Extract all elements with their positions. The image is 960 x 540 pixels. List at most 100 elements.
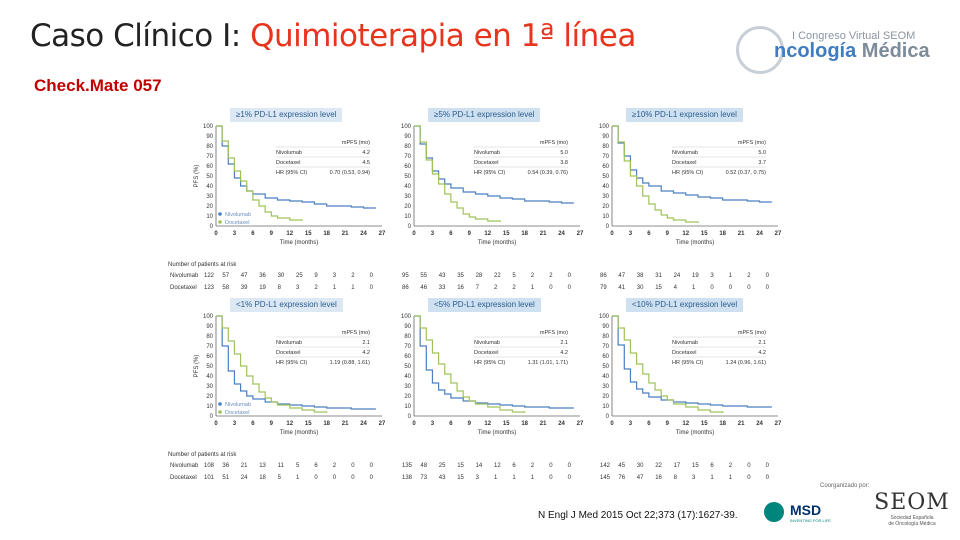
risk-cell: 4 (673, 285, 677, 291)
x-tick-label: 18 (521, 231, 528, 237)
y-tick-label: 90 (404, 324, 411, 330)
stats-table-cell: Nivolumab (474, 150, 500, 156)
x-tick-label: 24 (756, 421, 763, 427)
risk-cell: 2 (512, 285, 516, 291)
risk-cell: 135 (402, 463, 413, 469)
x-tick-label: 0 (214, 421, 218, 427)
risk-cell: 0 (567, 285, 571, 291)
risk-cell: 101 (204, 475, 215, 481)
stats-table-value: mPFS (mo) (540, 140, 568, 146)
risk-cell: 95 (402, 273, 409, 279)
x-tick-label: 21 (540, 421, 547, 427)
stats-table-cell: HR (95% CI) (672, 170, 703, 176)
stats-table-value: 4.2 (758, 350, 766, 356)
stats-table-cell: HR (95% CI) (672, 360, 703, 366)
x-axis-label: Time (months) (478, 240, 516, 246)
stats-table-value: mPFS (mo) (738, 330, 766, 336)
y-tick-label: 30 (206, 194, 213, 200)
risk-cell: 0 (314, 475, 318, 481)
y-tick-label: 30 (602, 194, 609, 200)
risk-cell: 15 (457, 463, 464, 469)
risk-cell: 3 (332, 273, 337, 279)
risk-cell: 11 (277, 463, 284, 469)
msd-subtext: INVENTING FOR LIFE (790, 518, 831, 523)
risk-cell: 2 (747, 273, 751, 279)
risk-cell: 13 (259, 463, 266, 469)
congress-logo: I Congreso Virtual SEOM ncología Médica (726, 18, 948, 78)
x-tick-label: 27 (577, 231, 584, 237)
x-tick-label: 6 (647, 231, 651, 237)
risk-cell: 0 (369, 463, 373, 469)
x-tick-label: 27 (379, 231, 386, 237)
risk-cell: 58 (222, 285, 230, 291)
risk-cell: 43 (438, 475, 446, 481)
x-tick-label: 12 (682, 421, 689, 427)
y-tick-label: 70 (602, 344, 609, 350)
stats-table-value: 5.0 (560, 150, 568, 156)
risk-cell: 8 (673, 475, 677, 481)
risk-cell: 145 (600, 475, 611, 481)
logo-ring-icon (736, 26, 784, 74)
y-tick-label: 10 (206, 404, 213, 410)
y-tick-label: 30 (602, 384, 609, 390)
risk-cell: 6 (710, 463, 714, 469)
risk-cell: 0 (549, 475, 553, 481)
y-tick-label: 0 (210, 414, 214, 420)
risk-cell: 0 (369, 475, 373, 481)
stats-table-cell: Docetaxel (672, 350, 696, 356)
x-tick-label: 9 (666, 231, 670, 237)
y-tick-label: 100 (203, 314, 214, 320)
risk-cell: 0 (332, 475, 337, 481)
y-tick-label: 0 (606, 414, 610, 420)
risk-cell: 2 (351, 273, 355, 279)
x-tick-label: 9 (270, 231, 274, 237)
y-tick-label: 80 (206, 334, 213, 340)
stats-table-value: mPFS (mo) (540, 330, 568, 336)
risk-cell: 73 (420, 475, 428, 481)
stats-table-cell: Docetaxel (474, 160, 498, 166)
chart-panel-3: ≥10% PD-L1 expression level 0 10 20 30 40 50 60… (586, 108, 786, 278)
risk-cell: 51 (222, 475, 230, 481)
stats-table-value: 3.7 (758, 160, 766, 166)
x-tick-label: 15 (503, 231, 510, 237)
risk-cell: 2 (728, 463, 733, 469)
risk-cell: 15 (692, 463, 699, 469)
chart-panel-2: ≥5% PD-L1 expression level 0 10 20 30 40 50 60 7… (388, 108, 588, 278)
risk-cell: 0 (549, 285, 553, 291)
y-tick-label: 60 (602, 164, 609, 170)
risk-cell: 18 (259, 475, 266, 481)
risk-cell: 31 (655, 273, 662, 279)
x-axis-label: Time (months) (280, 240, 318, 246)
stats-table-value: mPFS (mo) (342, 330, 370, 336)
y-tick-label: 10 (206, 214, 213, 220)
km-curve-nivolumab (612, 125, 772, 203)
risk-cell: 0 (765, 285, 769, 291)
risk-cell: 1 (296, 475, 300, 481)
risk-cell: 19 (259, 285, 266, 291)
risk-cell: 138 (402, 475, 413, 481)
y-tick-label: 70 (404, 344, 411, 350)
y-tick-label: 40 (206, 374, 213, 380)
risk-cell: 0 (747, 475, 751, 481)
logo-line2-a: ncología (774, 40, 857, 62)
stats-table-bg (472, 326, 568, 370)
y-tick-label: 40 (602, 374, 609, 380)
msd-text: MSD (790, 502, 822, 518)
x-tick-label: 12 (484, 231, 491, 237)
stats-table-value: 1.24 (0.96, 1.61) (726, 360, 767, 366)
x-tick-label: 12 (484, 421, 491, 427)
risk-cell: 16 (655, 475, 662, 481)
seom-logo: SEOM Sociedad Española de Oncología Médi… (872, 490, 952, 534)
risk-cell: 0 (567, 475, 571, 481)
slide-subtitle: Check.Mate 057 (34, 76, 162, 95)
stats-table-value: 1.19 (0.88, 1.61) (330, 360, 371, 366)
risk-cell: 55 (420, 273, 428, 279)
y-tick-label: 0 (408, 224, 412, 230)
msd-mark-icon (764, 502, 784, 522)
chart-panel-4: <1% PD-L1 expression level 0 10 20 30 40 50 60 7… (190, 298, 390, 468)
x-tick-label: 6 (251, 231, 255, 237)
risk-label: Number of patients at risk (168, 262, 237, 268)
risk-cell: 0 (549, 463, 553, 469)
x-tick-label: 21 (738, 421, 745, 427)
stats-table-cell: Nivolumab (276, 150, 302, 156)
